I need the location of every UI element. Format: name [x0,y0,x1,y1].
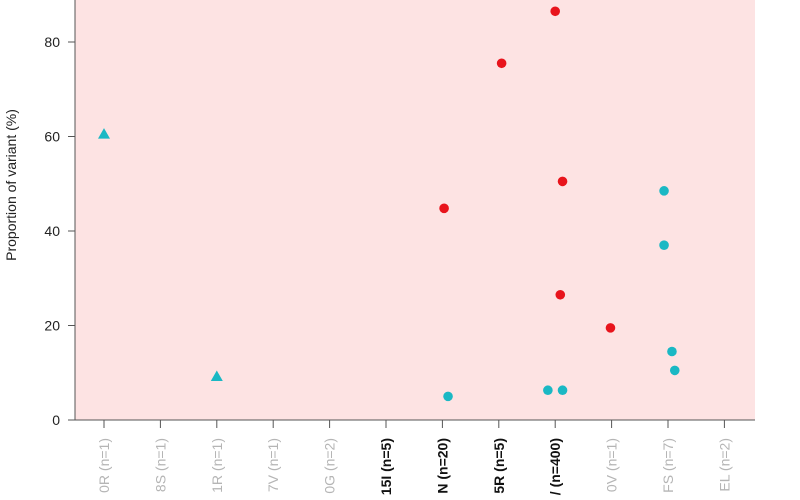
category-label: 7V (n=1) [265,438,281,492]
data-point-circle [543,385,553,396]
data-points [98,6,680,402]
category-label: 8S (n=1) [152,438,168,492]
y-tick-label: 20 [44,318,60,334]
data-point-circle [557,176,568,187]
data-point-circle [555,289,566,300]
x-axis: 0R (n=1) 8S (n=1) 1R (n=1) 7V (n=1) 0G (n=2)… [75,419,755,495]
category-label: EL (n=2) [716,438,732,492]
category-label: FS (n=7) [660,438,676,493]
data-point-circle [667,346,677,357]
data-point-circle [439,203,449,214]
category-label: 0V (n=1) [604,438,620,492]
y-tick-label: 0 [52,412,60,428]
data-point-circle [605,323,616,333]
category-label: 1R (n=1) [209,438,225,493]
y-tick-label: 40 [44,223,60,239]
category-label: 0G (n=2) [322,438,338,494]
data-point-circle [550,6,560,17]
category-label: / (n=400) [547,438,563,495]
data-point-circle [496,58,507,69]
y-tick-label: 60 [44,129,60,145]
data-point-circle [669,365,680,376]
y-tick-label: 80 [44,34,60,50]
category-label: 15I (n=5) [378,438,394,495]
plot-background [75,0,755,420]
data-point-circle [443,391,453,402]
data-point-triangle [210,370,223,382]
data-point-triangle [98,128,110,139]
data-point-circle [659,186,669,196]
category-label: N (n=20) [434,438,450,494]
y-axis-title: Proportion of variant (%) [3,109,19,261]
y-axis: 0 20 40 60 80 [44,0,76,428]
category-label: 5R (n=5) [491,438,507,494]
data-point-circle [659,240,669,250]
category-label: 0R (n=1) [96,438,112,493]
data-point-circle [557,385,568,396]
